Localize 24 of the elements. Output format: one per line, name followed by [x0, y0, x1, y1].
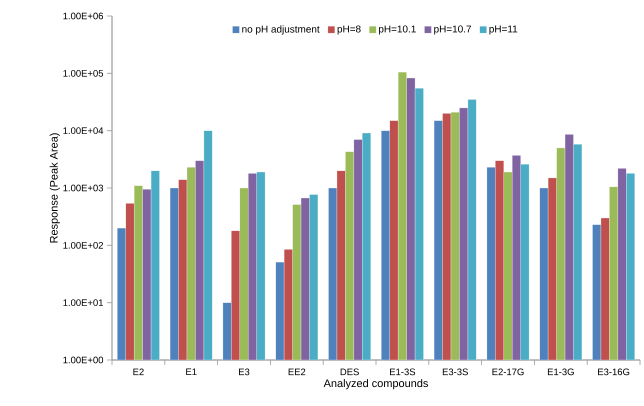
x-tick-label: E1 — [186, 368, 197, 376]
x-axis-title: Analyzed compounds — [324, 379, 428, 390]
x-tick-label: E2-17G — [492, 368, 524, 376]
legend-label: no pH adjustment — [242, 25, 320, 35]
x-tick-label: E1-3S — [390, 368, 416, 376]
x-tick-label: E1-3G — [548, 368, 574, 376]
legend-label: pH=11 — [489, 26, 518, 34]
x-tick-label: E3-16G — [598, 368, 630, 376]
x-tick-label: E3 — [239, 368, 250, 376]
x-tick-label: EE2 — [288, 368, 306, 376]
y-tick-label: 1.00E+02 — [63, 242, 104, 249]
y-tick-label: 1.00E+06 — [63, 12, 104, 20]
legend-label: pH=10.1 — [379, 25, 416, 34]
legend-label: pH=10.7 — [434, 25, 472, 34]
y-tick-label: 1.00E+00 — [63, 356, 104, 364]
legend-label: pH=8 — [338, 25, 361, 34]
x-tick-label: E3-3S — [442, 368, 468, 376]
x-tick-label: E2 — [133, 368, 144, 376]
y-axis-title: Response (Peak Area) — [50, 133, 60, 243]
x-tick-label: DES — [340, 368, 359, 376]
y-tick-label: 1.00E+05 — [63, 70, 104, 77]
y-tick-label: 1.00E+01 — [63, 299, 104, 306]
y-tick-label: 1.00E+03 — [63, 184, 104, 192]
y-tick-label: 1.00E+04 — [63, 127, 104, 134]
